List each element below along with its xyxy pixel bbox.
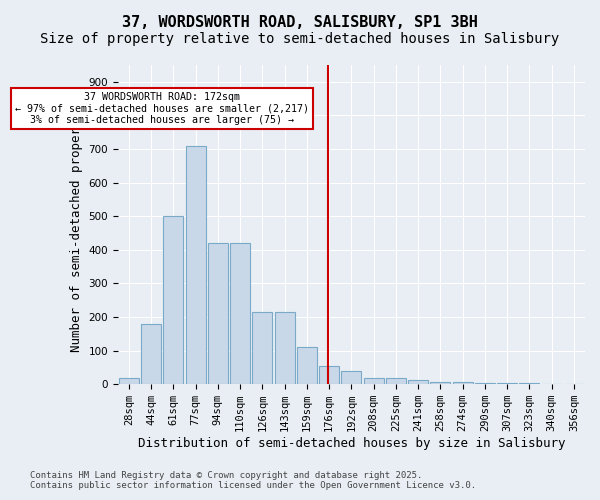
Bar bbox=[253, 312, 272, 384]
Bar bbox=[364, 378, 383, 384]
Bar bbox=[141, 324, 161, 384]
Bar bbox=[275, 312, 295, 384]
Bar bbox=[297, 348, 317, 384]
X-axis label: Distribution of semi-detached houses by size in Salisbury: Distribution of semi-detached houses by … bbox=[137, 437, 565, 450]
Bar bbox=[319, 366, 339, 384]
Bar bbox=[185, 146, 206, 384]
Bar bbox=[163, 216, 184, 384]
Text: 37 WORDSWORTH ROAD: 172sqm
← 97% of semi-detached houses are smaller (2,217)
3% : 37 WORDSWORTH ROAD: 172sqm ← 97% of semi… bbox=[15, 92, 309, 125]
Bar bbox=[497, 383, 517, 384]
Y-axis label: Number of semi-detached properties: Number of semi-detached properties bbox=[70, 97, 83, 352]
Bar bbox=[341, 371, 361, 384]
Text: Size of property relative to semi-detached houses in Salisbury: Size of property relative to semi-detach… bbox=[40, 32, 560, 46]
Bar bbox=[475, 382, 495, 384]
Bar bbox=[230, 243, 250, 384]
Bar bbox=[386, 378, 406, 384]
Bar bbox=[430, 382, 451, 384]
Bar bbox=[208, 243, 228, 384]
Text: Contains HM Land Registry data © Crown copyright and database right 2025.
Contai: Contains HM Land Registry data © Crown c… bbox=[30, 470, 476, 490]
Bar bbox=[520, 383, 539, 384]
Bar bbox=[408, 380, 428, 384]
Bar bbox=[452, 382, 473, 384]
Bar bbox=[119, 378, 139, 384]
Text: 37, WORDSWORTH ROAD, SALISBURY, SP1 3BH: 37, WORDSWORTH ROAD, SALISBURY, SP1 3BH bbox=[122, 15, 478, 30]
